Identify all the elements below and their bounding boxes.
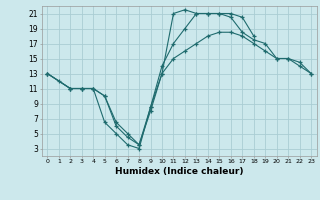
X-axis label: Humidex (Indice chaleur): Humidex (Indice chaleur) xyxy=(115,167,244,176)
